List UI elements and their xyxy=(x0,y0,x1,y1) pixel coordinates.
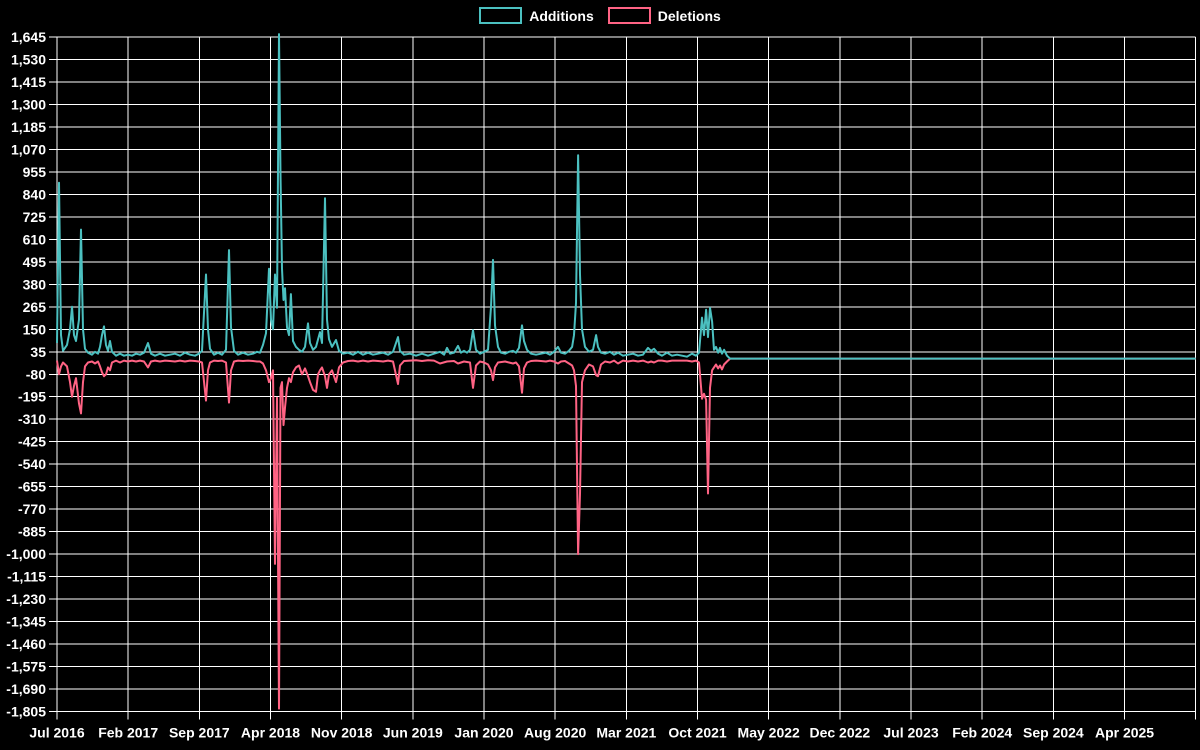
y-tick-label: 725 xyxy=(23,209,47,225)
y-tick-label: -655 xyxy=(18,479,46,495)
y-tick-label: 35 xyxy=(30,344,46,360)
x-tick-label: Sep 2024 xyxy=(1023,725,1084,741)
y-tick-label: -1,690 xyxy=(6,681,46,697)
y-tick-label: -80 xyxy=(26,366,46,382)
x-tick-label: Jul 2023 xyxy=(883,725,938,741)
y-tick-label: -1,345 xyxy=(6,614,46,630)
y-tick-label: -310 xyxy=(18,411,46,427)
y-tick-label: -1,805 xyxy=(6,704,46,720)
x-tick-label: Aug 2020 xyxy=(524,725,586,741)
y-tick-label: 1,415 xyxy=(11,74,46,90)
y-axis-tick-labels: 1,645 1,530 1,415 1,300 1,185 1,070 955 840 725 6… xyxy=(6,29,46,720)
y-tick-label: -1,460 xyxy=(6,636,46,652)
x-tick-label: Oct 2021 xyxy=(668,725,727,741)
y-tick-label: 610 xyxy=(23,231,47,247)
y-tick-label: 1,645 xyxy=(11,29,46,45)
y-tick-label: 1,185 xyxy=(11,119,46,135)
x-tick-label: Jun 2019 xyxy=(383,725,443,741)
x-tick-label: Feb 2024 xyxy=(952,725,1012,741)
y-tick-label: 380 xyxy=(23,276,47,292)
x-tick-label: Jan 2020 xyxy=(454,725,513,741)
chart-legend: Additions Deletions xyxy=(0,7,1200,24)
vertical-gridlines xyxy=(56,37,1197,720)
additions-line xyxy=(56,33,1196,360)
y-tick-label: -1,230 xyxy=(6,591,46,607)
deletions-swatch-icon xyxy=(607,7,651,24)
y-tick-label: 840 xyxy=(23,186,47,202)
additions-swatch-icon xyxy=(479,7,523,24)
x-tick-label: Apr 2018 xyxy=(241,725,300,741)
y-tick-label: 1,530 xyxy=(11,51,46,67)
y-tick-label: -1,000 xyxy=(6,546,46,562)
y-tick-label: 495 xyxy=(23,254,47,270)
y-tick-label: -425 xyxy=(18,434,46,450)
y-tick-label: -885 xyxy=(18,524,46,540)
y-tick-label: 955 xyxy=(23,164,47,180)
y-tick-label: -770 xyxy=(18,501,46,517)
x-tick-label: Nov 2018 xyxy=(311,725,373,741)
y-tick-label: 150 xyxy=(23,321,47,337)
y-tick-label: 265 xyxy=(23,299,47,315)
x-tick-label: Feb 2017 xyxy=(98,725,158,741)
y-tick-label: -1,575 xyxy=(6,659,46,675)
x-tick-label: Sep 2017 xyxy=(169,725,230,741)
x-tick-label: Mar 2021 xyxy=(596,725,656,741)
x-axis-tick-labels: Jul 2016 Feb 2017 Sep 2017 Apr 2018 Nov 2018… xyxy=(29,725,1154,741)
legend-label-additions: Additions xyxy=(529,7,594,24)
y-tick-label: -540 xyxy=(18,456,46,472)
x-tick-label: Jul 2016 xyxy=(29,725,84,741)
x-tick-label: May 2022 xyxy=(738,725,800,741)
legend-item-additions[interactable]: Additions xyxy=(479,7,594,24)
y-tick-label: 1,070 xyxy=(11,141,46,157)
x-tick-label: Dec 2022 xyxy=(809,725,870,741)
legend-label-deletions: Deletions xyxy=(657,7,721,24)
x-tick-label: Apr 2025 xyxy=(1095,725,1154,741)
legend-item-deletions[interactable]: Deletions xyxy=(607,7,721,24)
deletions-line xyxy=(56,357,1196,710)
y-tick-label: -195 xyxy=(18,389,46,405)
y-tick-label: -1,115 xyxy=(7,569,46,585)
y-tick-label: 1,300 xyxy=(11,96,46,112)
